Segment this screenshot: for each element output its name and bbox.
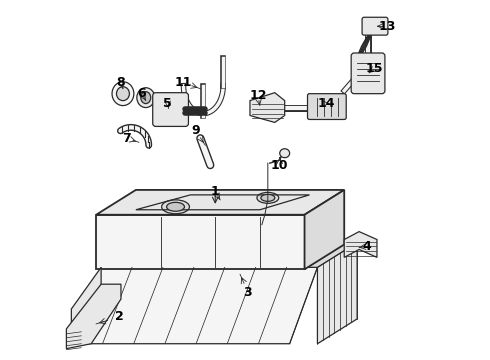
Polygon shape <box>318 243 357 344</box>
Polygon shape <box>72 267 101 344</box>
Ellipse shape <box>261 194 275 201</box>
Polygon shape <box>96 215 305 269</box>
Text: 10: 10 <box>271 159 289 172</box>
Text: 9: 9 <box>191 124 200 137</box>
FancyBboxPatch shape <box>362 17 388 35</box>
Text: 3: 3 <box>244 285 252 299</box>
Ellipse shape <box>162 200 190 214</box>
FancyBboxPatch shape <box>308 94 346 120</box>
Text: 1: 1 <box>211 185 220 198</box>
Polygon shape <box>344 231 377 257</box>
FancyBboxPatch shape <box>153 93 189 126</box>
Text: 8: 8 <box>117 76 125 89</box>
Polygon shape <box>72 267 318 344</box>
Polygon shape <box>250 93 285 122</box>
Ellipse shape <box>280 149 290 158</box>
Ellipse shape <box>167 202 184 211</box>
FancyBboxPatch shape <box>351 53 385 94</box>
Polygon shape <box>66 284 121 349</box>
Text: 2: 2 <box>115 310 123 323</box>
Ellipse shape <box>141 92 151 104</box>
Polygon shape <box>96 190 344 215</box>
Ellipse shape <box>137 88 155 108</box>
Polygon shape <box>305 190 344 269</box>
Ellipse shape <box>257 192 279 203</box>
Text: 6: 6 <box>138 87 146 100</box>
Text: 15: 15 <box>365 62 383 75</box>
Text: 5: 5 <box>163 97 172 110</box>
Polygon shape <box>101 243 357 267</box>
Text: 7: 7 <box>122 132 131 145</box>
Ellipse shape <box>117 87 129 100</box>
Text: 11: 11 <box>175 76 192 89</box>
Ellipse shape <box>112 82 134 105</box>
Text: 14: 14 <box>318 97 335 110</box>
Text: 12: 12 <box>249 89 267 102</box>
Text: 13: 13 <box>378 20 395 33</box>
Text: 4: 4 <box>363 240 371 253</box>
